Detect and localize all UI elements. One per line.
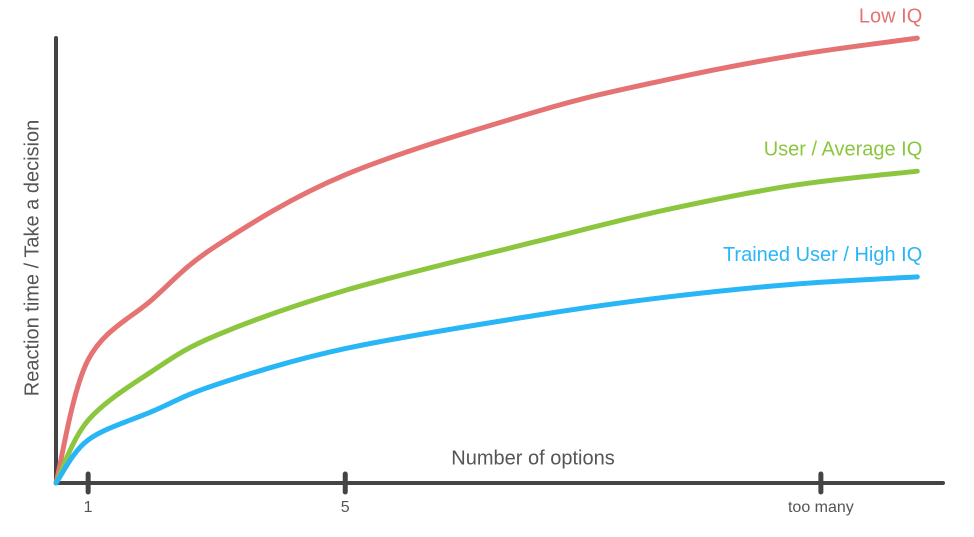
x-tick-label: 5 (341, 499, 350, 516)
y-axis-label: Reaction time / Take a decision (21, 120, 43, 396)
series-line (53, 168, 920, 486)
series-label: Low IQ (859, 5, 922, 27)
series-line (53, 35, 920, 486)
series-line (53, 274, 920, 486)
series-label: User / Average IQ (764, 138, 923, 160)
x-tick-label: too many (788, 499, 854, 516)
x-tick-label: 1 (84, 499, 93, 516)
series-label: Trained User / High IQ (723, 244, 922, 266)
x-axis-label: Number of options (451, 447, 614, 469)
